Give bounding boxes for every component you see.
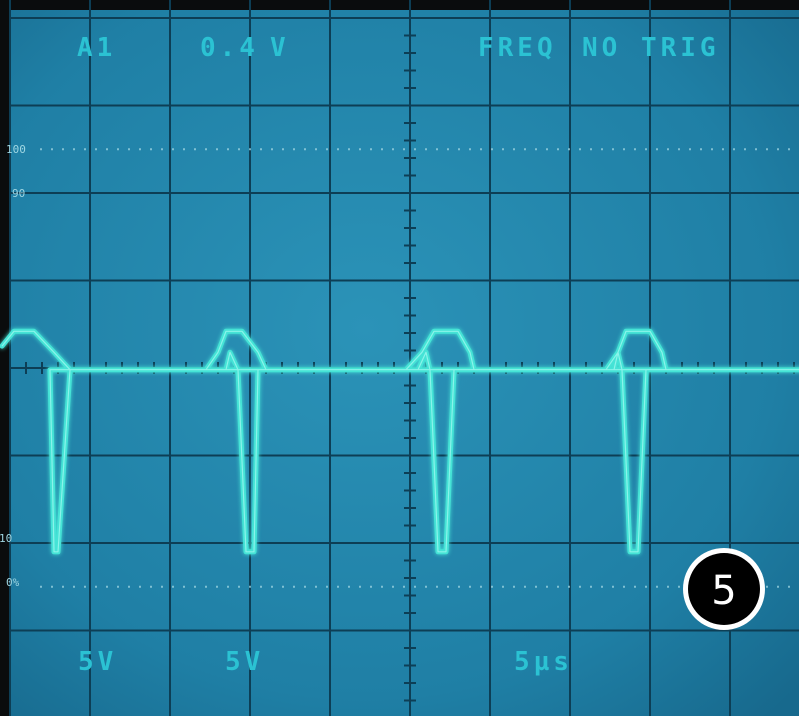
ch1-volts-readout: 5V: [78, 647, 117, 677]
percent-mark-100: 100: [6, 143, 26, 156]
screen-background: [10, 10, 799, 716]
trigger-readout: NO TRIG: [582, 33, 720, 63]
percent-mark-0: 0%: [6, 576, 20, 589]
step-number-label: 5: [711, 568, 736, 614]
step-number-badge: 5: [683, 548, 765, 630]
percent-mark-10: 10: [0, 532, 12, 545]
timebase-readout: 5µs: [514, 647, 573, 677]
scale-unit-readout: V: [270, 33, 290, 63]
waveform-trace-core: [1, 330, 799, 553]
percent-mark-90: 90: [12, 187, 25, 200]
ch2-volts-readout: 5V: [225, 647, 264, 677]
freq-readout: FREQ: [478, 33, 557, 63]
channel-readout: A1: [77, 33, 116, 63]
scale-readout: 0.4: [200, 33, 259, 63]
